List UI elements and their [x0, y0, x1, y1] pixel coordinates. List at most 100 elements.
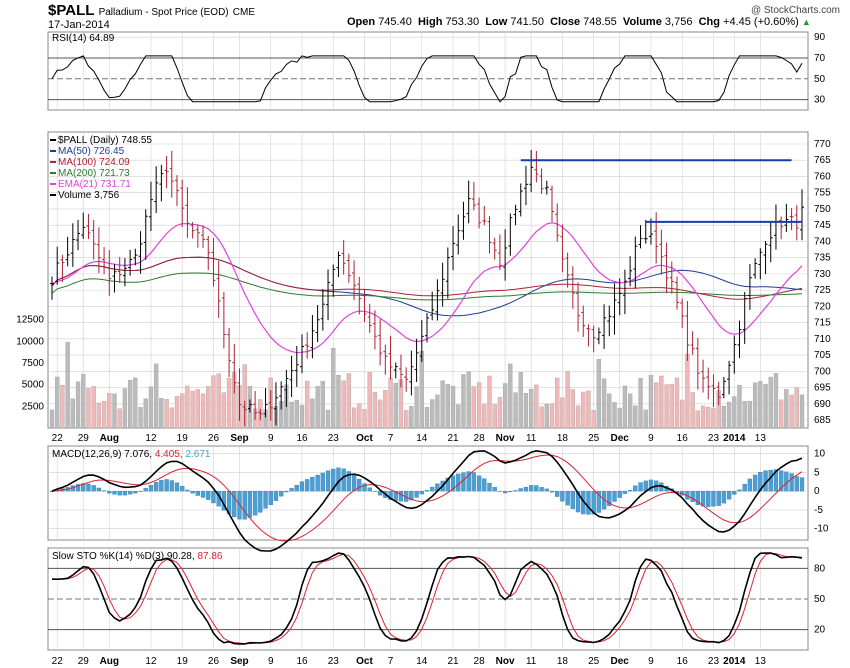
ohlc-bar	[107, 250, 112, 296]
ma200-legend: MA(200) 721.73	[58, 168, 130, 179]
volume-bar	[388, 377, 393, 429]
macd-histogram-bar	[159, 480, 164, 492]
macd-histogram-bar	[487, 482, 492, 492]
x-tick-label: 12	[145, 433, 157, 444]
ohlc-bar	[529, 149, 534, 192]
ohlc-bar	[154, 166, 159, 213]
price-axis-label: 755	[814, 188, 831, 199]
volume-bar	[440, 380, 445, 429]
ohlc-bar	[341, 240, 346, 275]
volume-bar	[86, 388, 91, 429]
ema21-legend: EMA(21) 731.71	[58, 179, 131, 190]
macd-histogram-bar	[586, 490, 591, 515]
ohlc-bar	[518, 183, 523, 217]
macd-histogram-bar	[622, 490, 628, 494]
volume-bar	[601, 378, 607, 429]
volume-bar	[435, 394, 440, 429]
x-tick-label-bottom: 16	[677, 656, 689, 667]
volume-bar	[461, 374, 466, 429]
macd-histogram-bar	[232, 490, 237, 518]
ohlc-bar	[237, 368, 242, 421]
ohlc-bar	[471, 181, 476, 211]
rsi-axis-label: 70	[814, 53, 826, 64]
volume-bar	[784, 389, 789, 429]
volume-bar	[101, 401, 107, 429]
ohlc-bar	[430, 291, 435, 321]
chart-date: 17-Jan-2014	[48, 19, 110, 31]
x-tick-label-bottom: 18	[557, 656, 569, 667]
volume-bar	[164, 399, 169, 429]
macd-histogram-bar	[122, 490, 128, 496]
sto-legend: Slow STO %K(14) %D(3) 90.28, 87.86	[52, 551, 223, 562]
macd-histogram-bar	[117, 490, 122, 496]
instrument-name: Palladium - Spot Price (EOD)	[98, 7, 229, 18]
ohlc-bar	[148, 181, 153, 232]
volume-bar	[206, 386, 211, 429]
ohlc-bar	[711, 374, 716, 408]
volume-bar	[742, 400, 747, 429]
macd-histogram-bar	[690, 490, 695, 503]
x-tick-label: Sep	[230, 433, 248, 444]
ohlc-bar	[393, 362, 398, 379]
macd-histogram-bar	[445, 477, 450, 492]
volume-bar	[534, 384, 539, 429]
ohlc-bar	[164, 156, 169, 189]
x-tick-label: 2014	[723, 433, 746, 444]
volume-bar	[424, 407, 430, 429]
volume-axis-label: 5000	[22, 380, 45, 391]
macd-histogram-bar	[414, 490, 419, 498]
macd-histogram-bar	[779, 470, 784, 492]
volume-legend: Volume 3,756	[58, 190, 120, 201]
sto-axis-label: 80	[814, 563, 826, 574]
ohlc-bar	[310, 314, 315, 359]
ohlc-bar	[638, 225, 643, 249]
volume-bar	[148, 386, 154, 429]
x-tick-label-bottom: 12	[145, 656, 157, 667]
ohlc-bar	[591, 325, 596, 353]
ohlc-bar	[169, 150, 174, 198]
volume-axis-label: 10000	[16, 336, 44, 347]
macd-histogram-bar	[737, 489, 742, 492]
ohlc-bar	[357, 276, 362, 315]
ohlc-bar	[143, 209, 148, 260]
exchange: CME	[232, 7, 256, 18]
volume-bar	[700, 405, 706, 429]
volume-bar	[669, 383, 674, 429]
ohlc-bar	[320, 289, 325, 331]
volume-bar	[404, 410, 409, 429]
macd-histogram-bar	[721, 490, 727, 504]
ohlc-bar	[289, 355, 294, 398]
ohlc-bar	[461, 201, 466, 240]
macd-histogram-bar	[180, 485, 185, 492]
ohlc-bar	[664, 242, 669, 294]
ohlc-bar	[482, 205, 487, 226]
macd-histogram-bar	[206, 490, 211, 500]
ohlc-bar	[576, 282, 581, 332]
ohlc-bar	[128, 249, 133, 276]
x-tick-label-bottom: Sep	[230, 656, 248, 667]
x-tick-label-bottom: 9	[268, 656, 274, 667]
volume-bar	[549, 403, 555, 429]
ohlc-bar	[732, 335, 737, 374]
ohlc-bar	[570, 266, 575, 309]
macd-histogram-bar	[154, 482, 159, 492]
volume-bar	[581, 391, 586, 429]
macd-histogram-bar	[492, 487, 497, 492]
volume-bar	[430, 399, 435, 429]
volume-bar	[107, 393, 112, 429]
x-tick-label: Aug	[100, 433, 119, 444]
x-tick-label: 9	[648, 433, 654, 444]
x-tick-label-bottom: 14	[416, 656, 428, 667]
ohlc-bar	[513, 204, 518, 226]
volume-bar	[393, 382, 398, 429]
volume-bar	[721, 405, 727, 429]
high-label: High	[417, 16, 443, 28]
ohlc-bar	[294, 345, 299, 387]
x-tick-label-bottom: 23	[328, 656, 340, 667]
macd-histogram-bar	[346, 471, 352, 492]
volume-bar	[794, 387, 799, 429]
x-tick-label: 19	[177, 433, 189, 444]
macd-histogram-bar	[195, 490, 200, 496]
macd-histogram-bar	[357, 478, 362, 492]
macd-histogram-bar	[325, 470, 331, 492]
